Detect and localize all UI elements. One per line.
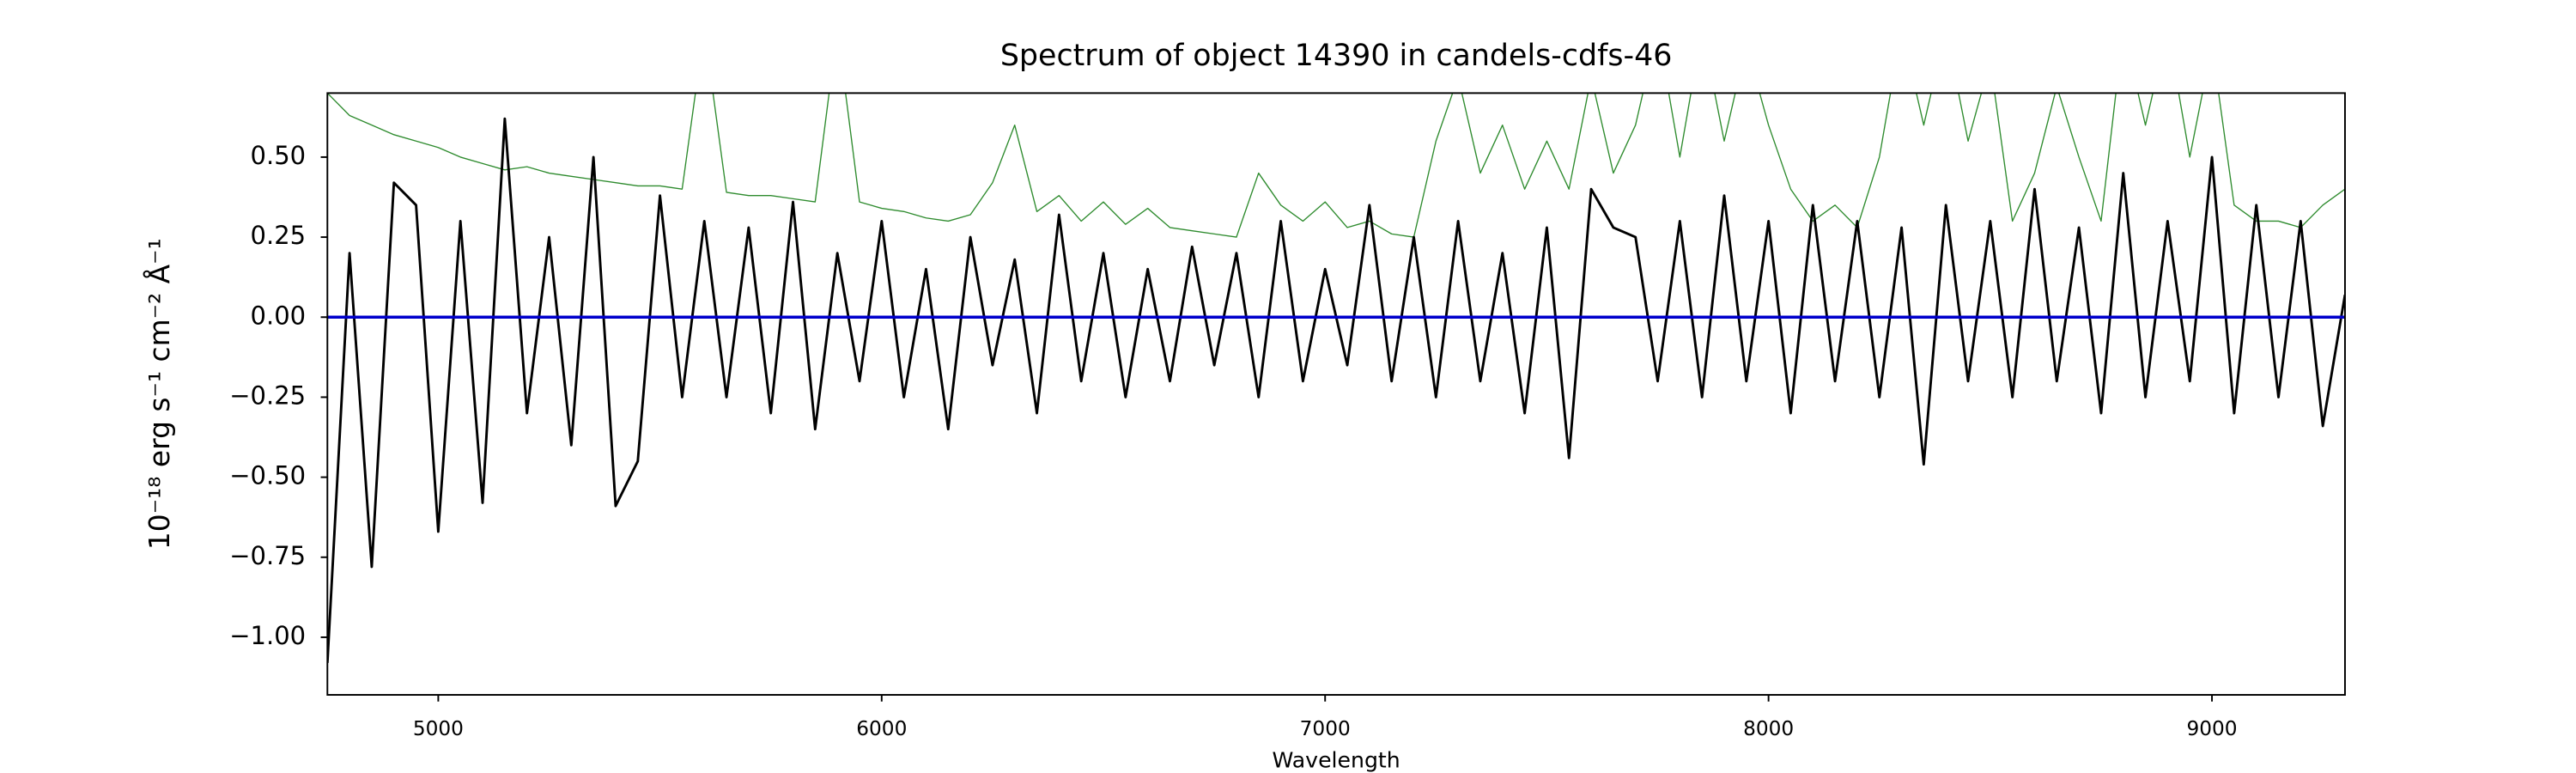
spectrum-line <box>327 117 2345 663</box>
x-tick-label: 9000 <box>2186 717 2237 740</box>
spectrum-line <box>327 93 2345 238</box>
x-axis-label: Wavelength <box>1273 747 1400 772</box>
y-tick-label: 0.00 <box>251 301 307 330</box>
y-tick-label: −1.00 <box>229 621 306 650</box>
x-tick-label: 6000 <box>856 717 907 740</box>
y-tick-label: 0.25 <box>251 221 307 250</box>
chart-title: Spectrum of object 14390 in candels-cdfs… <box>1000 39 1673 73</box>
x-tick-label: 8000 <box>1743 717 1794 740</box>
plot-frame <box>326 92 2346 696</box>
y-tick-label: −0.25 <box>229 380 306 410</box>
y-tick-label: 0.50 <box>251 141 307 170</box>
y-tick-label: −0.75 <box>229 541 306 570</box>
x-tick-label: 5000 <box>413 717 464 740</box>
y-axis-label: 10⁻¹⁸ erg s⁻¹ cm⁻² Å⁻¹ <box>142 238 176 550</box>
x-tick-label: 7000 <box>1300 717 1351 740</box>
plot-area <box>327 93 2345 663</box>
y-tick-label: −0.50 <box>229 461 306 490</box>
